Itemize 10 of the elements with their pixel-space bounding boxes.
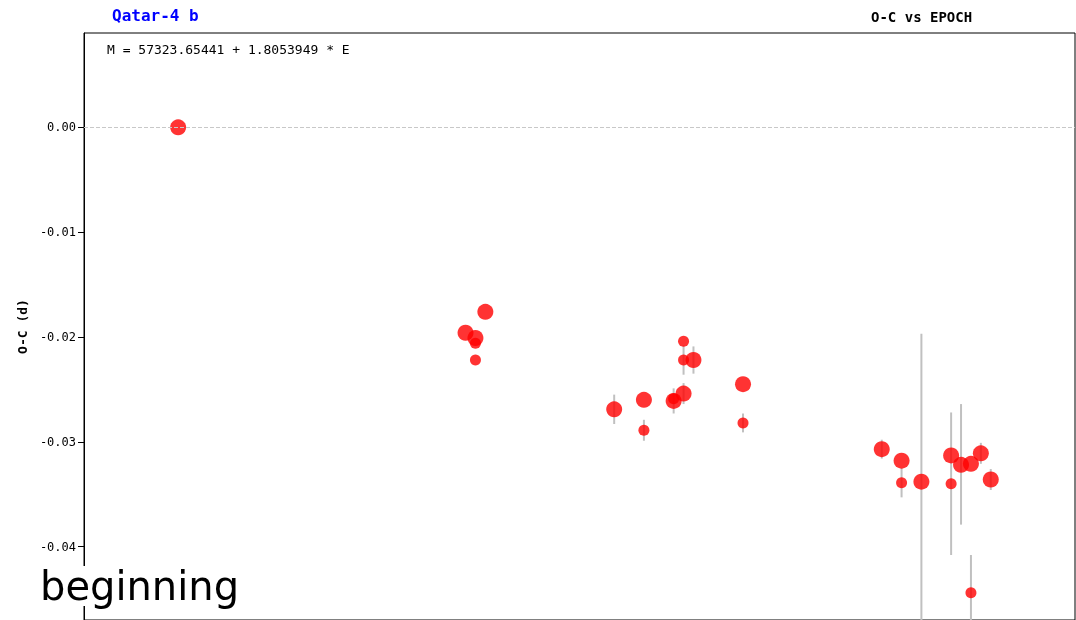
chart-title: Qatar-4 b [112, 5, 199, 25]
y-tick-label: -0.01 [39, 225, 76, 240]
y-axis-title: O-C (d) [14, 299, 30, 354]
y-tick-label: -0.04 [39, 539, 76, 554]
y-tick-label: -0.03 [39, 434, 76, 449]
y-tick-label: 0.00 [47, 120, 76, 135]
annotation: M = 57323.65441 + 1.8053949 * E [107, 42, 350, 57]
chart-subtitle: O-C vs EPOCH [871, 9, 973, 25]
annotation: beginning [40, 563, 240, 609]
y-tick-label: -0.02 [39, 329, 76, 344]
